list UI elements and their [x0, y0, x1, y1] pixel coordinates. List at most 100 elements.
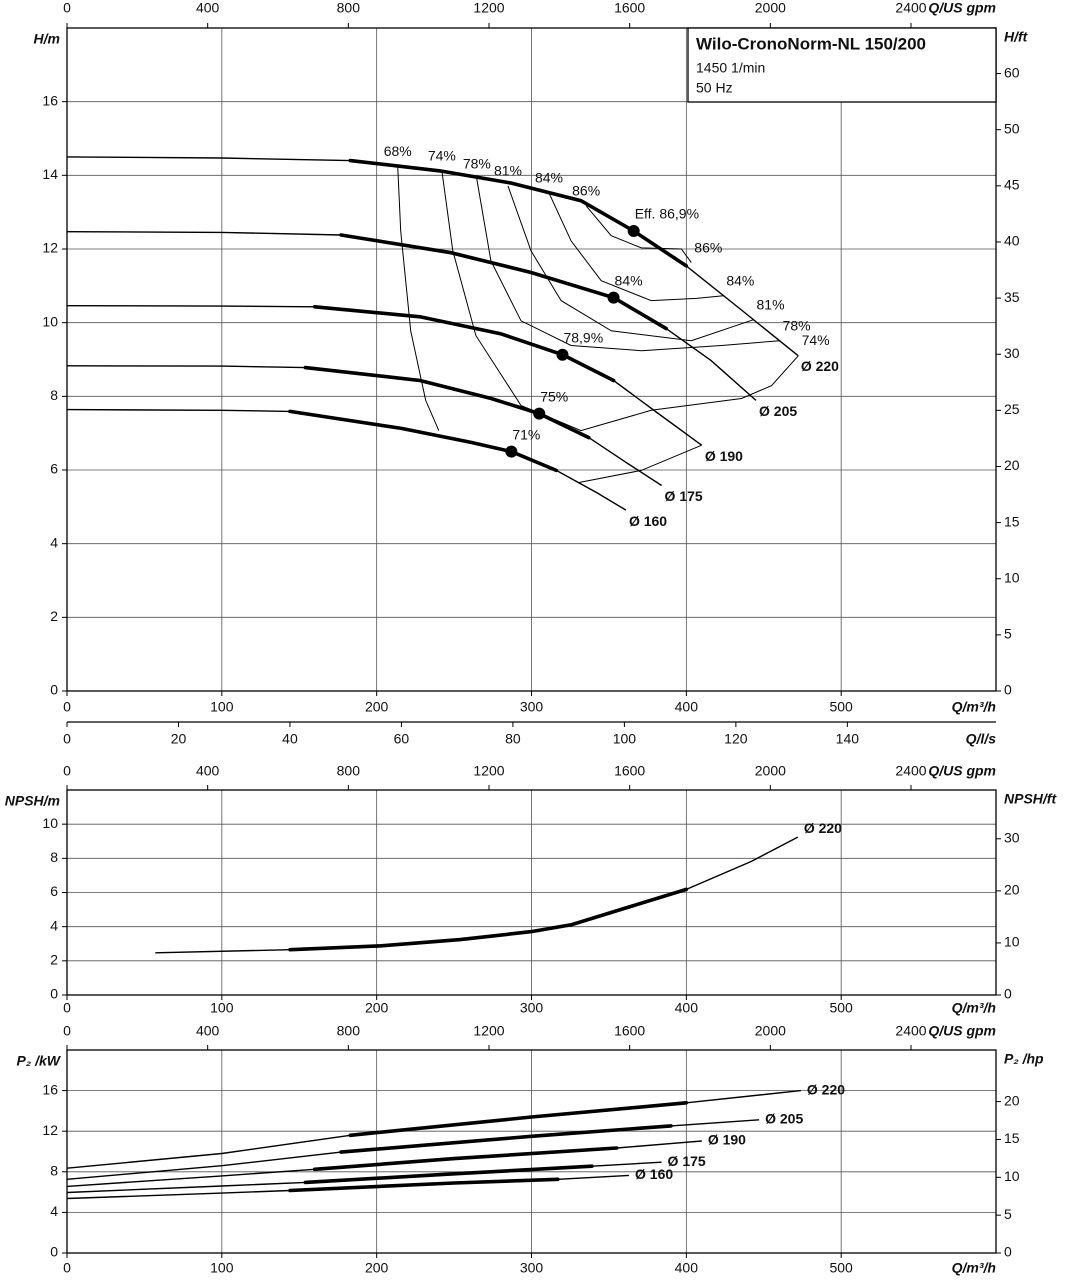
x-tick-label: 500	[829, 1000, 853, 1016]
series-label: Ø 175	[668, 1153, 706, 1169]
y2-tick-label: 10	[1004, 1168, 1020, 1184]
y2-tick-label: 5	[1004, 1206, 1012, 1222]
y2-axis-label: P₂ /hp	[1004, 1051, 1044, 1067]
y2-tick-label: 10	[1004, 934, 1020, 950]
y2-tick-label: 35	[1004, 289, 1020, 305]
efficiency-label: 84%	[726, 272, 754, 288]
x3-tick-label: 80	[505, 731, 521, 747]
x2-tick-label: 1200	[473, 1023, 504, 1039]
efficiency-label: 74%	[428, 148, 456, 164]
x-tick-label: 0	[63, 1260, 71, 1276]
y2-tick-label: 20	[1004, 1092, 1020, 1108]
x2-tick-label: 1600	[614, 0, 645, 16]
x-axis-label: Q/m³/h	[952, 1260, 996, 1276]
best-efficiency-point	[627, 224, 640, 237]
curve-operating-range	[312, 1146, 619, 1172]
x2-tick-label: 2000	[755, 763, 786, 779]
plot-frame	[66, 1049, 997, 1254]
y-tick-label: 0	[50, 986, 58, 1002]
x2-tick-label: 2000	[755, 0, 786, 16]
x3-tick-label: 0	[63, 731, 71, 747]
x-axis-label: Q/m³/h	[952, 1000, 996, 1016]
x-tick-label: 500	[829, 1260, 853, 1276]
series-label: Ø 190	[708, 1132, 746, 1148]
x-tick-label: 200	[365, 699, 389, 715]
y-tick-label: 10	[42, 815, 58, 831]
x3-tick-label: 120	[724, 731, 748, 747]
x3-axis-label: Q/l/s	[966, 731, 997, 747]
x-tick-label: 100	[210, 699, 234, 715]
efficiency-label: 78%	[463, 156, 491, 172]
y-tick-label: 8	[50, 1163, 58, 1179]
y2-tick-label: 0	[1004, 986, 1012, 1002]
x-tick-label: 0	[63, 1000, 71, 1016]
x-tick-label: 300	[520, 1000, 544, 1016]
y2-tick-label: 25	[1004, 401, 1020, 417]
efficiency-label: 84%	[535, 170, 563, 186]
y-tick-label: 2	[50, 608, 58, 624]
x2-axis-label: Q/US gpm	[928, 1023, 996, 1039]
x2-tick-label: 0	[63, 1023, 71, 1039]
y2-tick-label: 40	[1004, 233, 1020, 249]
y-tick-label: 16	[42, 92, 58, 108]
x-tick-label: 200	[365, 1260, 389, 1276]
curve-operating-range	[288, 1177, 560, 1193]
y-tick-label: 6	[50, 461, 58, 477]
x-tick-label: 100	[210, 1260, 234, 1276]
y2-axis-label: H/ft	[1004, 29, 1029, 45]
y2-tick-label: 30	[1004, 829, 1020, 845]
efficiency-curve	[507, 185, 754, 342]
chart-subtitle: 1450 1/min	[696, 60, 765, 76]
y-tick-label: 12	[42, 240, 58, 256]
best-efficiency-point	[533, 407, 546, 420]
efficiency-label: 81%	[757, 296, 785, 312]
x2-tick-label: 800	[337, 0, 361, 16]
y-tick-label: 2	[50, 952, 58, 968]
series-label: Ø 205	[759, 403, 797, 419]
y2-tick-label: 20	[1004, 457, 1020, 473]
efficiency-curve	[585, 205, 692, 263]
bep-label: 75%	[540, 388, 568, 404]
curve-operating-range	[303, 1164, 594, 1185]
plot-frame	[66, 27, 997, 692]
y-tick-label: 8	[50, 387, 58, 403]
x2-tick-label: 2400	[895, 1023, 926, 1039]
efficiency-label: 74%	[802, 332, 830, 348]
series-label: Ø 160	[635, 1166, 673, 1182]
x2-tick-label: 400	[196, 763, 220, 779]
y-tick-label: 4	[50, 534, 58, 550]
title-box	[687, 27, 997, 103]
y2-tick-label: 0	[1004, 1244, 1012, 1260]
y-tick-label: 6	[50, 883, 58, 899]
y-tick-label: 4	[50, 917, 58, 933]
x3-tick-label: 140	[836, 731, 860, 747]
x2-tick-label: 400	[196, 0, 220, 16]
x2-tick-label: 2400	[895, 0, 926, 16]
x2-axis-label: Q/US gpm	[928, 0, 996, 16]
y-axis-label: P₂ /kW	[17, 1053, 62, 1069]
y-axis-label: H/m	[34, 31, 60, 47]
efficiency-curve	[441, 170, 799, 432]
x2-axis-label: Q/US gpm	[928, 763, 996, 779]
series-label: Ø 220	[801, 358, 839, 374]
efficiency-curve	[397, 166, 702, 483]
y2-tick-label: 20	[1004, 882, 1020, 898]
bep-label: 84%	[615, 272, 643, 288]
y2-tick-label: 5	[1004, 626, 1012, 642]
x-axis-label: Q/m³/h	[952, 699, 996, 715]
x-tick-label: 400	[675, 1000, 699, 1016]
y2-tick-label: 15	[1004, 1130, 1020, 1146]
series-label: Ø 205	[765, 1111, 803, 1127]
efficiency-label: 86%	[694, 239, 722, 255]
curve-operating-range	[339, 233, 668, 331]
y-axis-label: NPSH/m	[5, 793, 60, 809]
x3-tick-label: 60	[394, 731, 410, 747]
plot-frame	[66, 789, 997, 996]
y-tick-label: 10	[42, 313, 58, 329]
efficiency-label: 86%	[572, 183, 600, 199]
y-tick-label: 0	[50, 1244, 58, 1260]
x-tick-label: 400	[675, 1260, 699, 1276]
x-tick-label: 0	[63, 699, 71, 715]
y-tick-label: 8	[50, 849, 58, 865]
x2-tick-label: 1600	[614, 763, 645, 779]
